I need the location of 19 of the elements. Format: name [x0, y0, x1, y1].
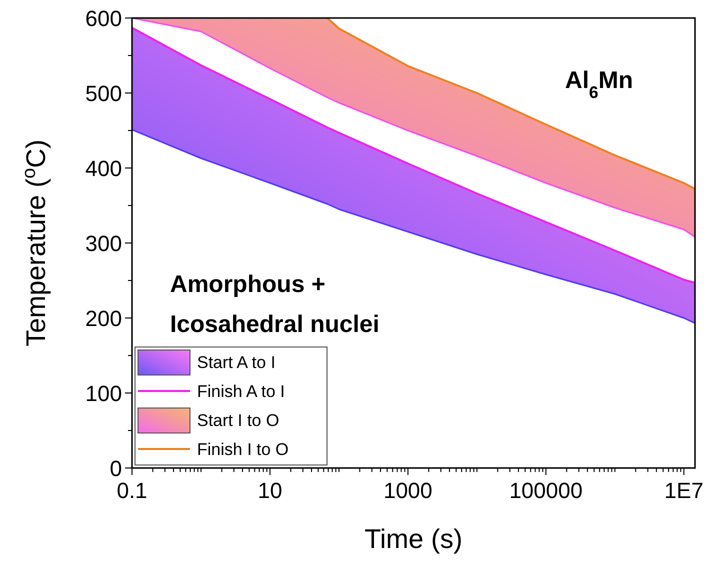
y-tick-label: 200 [85, 306, 122, 331]
legend-label: Finish I to O [197, 440, 289, 459]
x-tick-label: 1000 [383, 478, 432, 503]
x-tick-label: 10 [258, 478, 282, 503]
legend-label: Start A to I [197, 353, 276, 372]
x-tick-label: 1E7 [664, 478, 704, 503]
annotation: Amorphous + Icosahedral nuclei [170, 271, 380, 338]
x-axis-title: Time (s) [364, 524, 462, 554]
y-tick-label: 0 [110, 456, 122, 481]
legend-label: Finish A to I [197, 382, 285, 401]
y-tick-label: 600 [85, 6, 122, 31]
y-tick-label: 100 [85, 381, 122, 406]
x-tick-label: 100000 [509, 478, 583, 503]
y-tick-label: 300 [85, 231, 122, 256]
x-tick-label: 0.1 [116, 478, 148, 503]
annotation: Al$_{6}$Mn [565, 67, 633, 102]
y-tick-label: 500 [85, 81, 122, 106]
legend-label: Start I to O [197, 411, 280, 430]
y-tick-label: 400 [85, 156, 122, 181]
